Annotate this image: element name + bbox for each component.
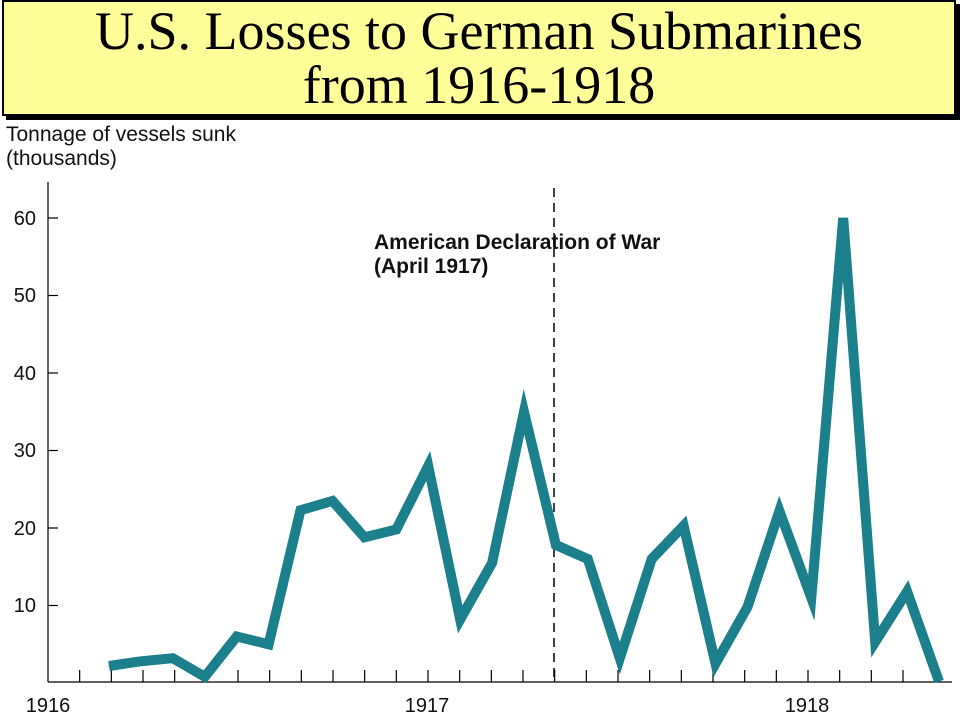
- y-axis-label-line-2: (thousands): [6, 147, 117, 170]
- title-box: U.S. Losses to German Submarines from 19…: [2, 0, 956, 116]
- data-point-11: [459, 619, 461, 620]
- data-point-13: [523, 411, 525, 413]
- y-tick-label-20: 20: [14, 518, 36, 540]
- chart-title-line-2: from 1916-1918: [302, 55, 656, 115]
- y-tick-label-40: 40: [14, 363, 36, 385]
- y-tick-label-50: 50: [14, 285, 36, 307]
- data-point-16: [619, 657, 621, 659]
- y-ticks: [48, 217, 58, 607]
- data-point-25: [906, 591, 908, 592]
- data-point-0: [108, 665, 110, 667]
- data-point-1: [140, 660, 142, 662]
- y-tick-label-10: 10: [14, 595, 36, 617]
- series-points: [108, 217, 940, 682]
- data-point-7: [332, 500, 333, 502]
- data-point-6: [300, 509, 301, 511]
- y-axis-label-line-1: Tonnage of vessels sunk: [6, 123, 236, 146]
- data-point-26: [938, 681, 940, 682]
- data-point-3: [204, 676, 206, 678]
- data-point-4: [236, 636, 238, 637]
- data-point-20: [747, 606, 748, 608]
- x-tick-label-1917: 1917: [405, 695, 450, 717]
- data-point-19: [715, 663, 716, 665]
- x-tick-label-1916: 1916: [26, 695, 71, 717]
- y-tick-label-60: 60: [14, 208, 36, 230]
- data-point-10: [427, 465, 429, 467]
- data-point-9: [395, 529, 397, 530]
- data-point-18: [683, 525, 685, 527]
- data-point-8: [363, 536, 365, 538]
- y-tick-label-30: 30: [14, 440, 36, 462]
- data-point-23: [842, 217, 844, 219]
- data-point-21: [778, 510, 780, 512]
- data-point-22: [810, 597, 812, 599]
- data-point-24: [874, 641, 876, 643]
- annotation-line-1: American Declaration of War: [374, 231, 660, 254]
- data-point-5: [268, 643, 270, 645]
- data-point-14: [555, 544, 557, 546]
- x-tick-label-1918: 1918: [785, 695, 830, 717]
- chart-title-line-1: U.S. Losses to German Submarines: [95, 1, 863, 61]
- data-point-12: [491, 562, 493, 564]
- series-line: [108, 217, 944, 684]
- data-point-17: [651, 558, 653, 560]
- data-point-2: [172, 657, 174, 659]
- data-point-15: [587, 558, 589, 560]
- annotation-line-2: (April 1917): [374, 255, 488, 278]
